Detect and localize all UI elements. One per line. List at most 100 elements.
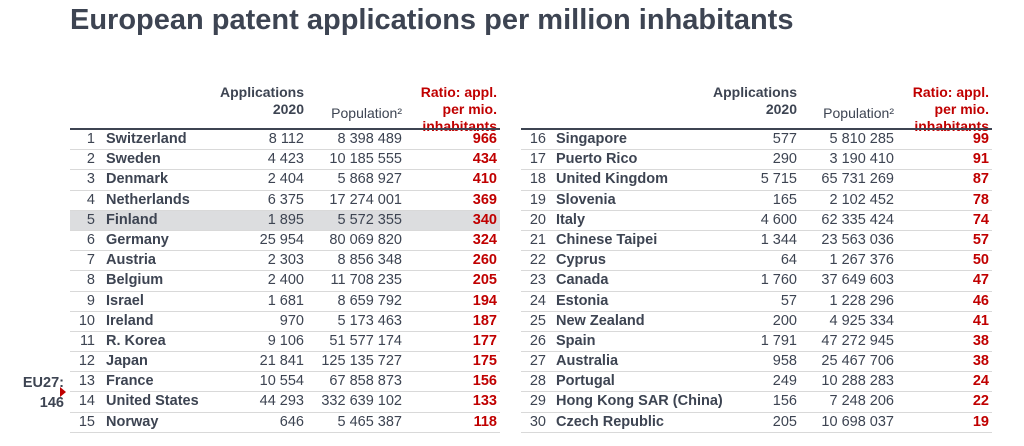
applications-cell: 165 <box>772 191 797 208</box>
country-cell: Italy <box>556 211 586 228</box>
table-row: 14 United States 44 293 332 639 102 133 <box>70 392 500 413</box>
population-cell: 17 274 001 <box>329 191 402 208</box>
applications-cell: 2 303 <box>267 252 304 269</box>
population-cell: 51 577 174 <box>329 332 402 349</box>
population-cell: 5 810 285 <box>829 131 894 147</box>
rank-cell: 18 <box>529 171 546 188</box>
table-row: 4 Netherlands 6 375 17 274 001 369 <box>70 191 500 211</box>
table-left: Applications 2020 Population² Ratio: app… <box>70 84 500 434</box>
table-row: 3 Denmark 2 404 5 868 927 410 <box>70 170 500 191</box>
header-applications-label: Applications <box>712 84 797 100</box>
table-row: 12 Japan 21 841 125 135 727 175 <box>70 352 500 373</box>
rank-cell: 7 <box>86 252 95 269</box>
population-cell: 332 639 102 <box>321 393 402 410</box>
table-right: Applications 2020 Population² Ratio: app… <box>521 84 992 434</box>
rank-cell: 8 <box>86 272 95 289</box>
header-ratio-line2: per mio. <box>442 101 497 117</box>
table-row: 9 Israel 1 681 8 659 792 194 <box>70 292 500 312</box>
applications-cell: 1 791 <box>760 332 797 349</box>
header-ratio-line1: Ratio: appl. <box>912 84 989 100</box>
population-cell: 5 572 355 <box>337 211 402 228</box>
applications-cell: 21 841 <box>259 353 304 370</box>
applications-cell: 200 <box>772 312 797 329</box>
ratio-cell: 205 <box>472 272 497 289</box>
table-row: 11 R. Korea 9 106 51 577 174 177 <box>70 332 500 353</box>
country-cell: Germany <box>106 231 169 248</box>
ratio-cell: 966 <box>472 131 497 147</box>
population-cell: 125 135 727 <box>321 353 402 370</box>
population-cell: 10 185 555 <box>329 151 402 168</box>
population-cell: 25 467 706 <box>821 353 894 370</box>
rank-cell: 27 <box>529 353 546 370</box>
ratio-cell: 74 <box>972 211 989 228</box>
rank-cell: 9 <box>86 292 95 309</box>
applications-cell: 958 <box>772 353 797 370</box>
ratio-cell: 340 <box>472 211 497 228</box>
country-cell: Belgium <box>106 272 164 289</box>
population-cell: 37 649 603 <box>821 272 894 289</box>
table-row: 6 Germany 25 954 80 069 820 324 <box>70 231 500 252</box>
country-cell: Netherlands <box>106 191 190 208</box>
ratio-cell: 133 <box>472 393 497 410</box>
country-cell: New Zealand <box>556 312 645 329</box>
population-cell: 5 465 387 <box>337 413 402 430</box>
population-cell: 5 173 463 <box>337 312 402 329</box>
population-cell: 47 272 945 <box>821 332 894 349</box>
country-cell: Cyprus <box>556 252 606 269</box>
country-cell: Switzerland <box>106 131 187 147</box>
ratio-cell: 434 <box>472 151 497 168</box>
rank-cell: 15 <box>78 413 95 430</box>
ratio-cell: 22 <box>972 393 989 410</box>
country-cell: R. Korea <box>106 332 166 349</box>
country-cell: Portugal <box>556 373 615 390</box>
table-row: 1 Switzerland 8 112 8 398 489 966 <box>70 130 500 151</box>
rank-cell: 25 <box>529 312 546 329</box>
marker-triangle-icon <box>60 387 66 397</box>
country-cell: Puerto Rico <box>556 151 638 168</box>
country-cell: Spain <box>556 332 596 349</box>
rank-cell: 16 <box>529 131 546 147</box>
table-row: 29 Hong Kong SAR (China) 156 7 248 206 22 <box>521 392 992 413</box>
ratio-cell: 324 <box>472 231 497 248</box>
applications-cell: 577 <box>772 131 797 147</box>
rank-cell: 21 <box>529 231 546 248</box>
applications-cell: 64 <box>780 252 797 269</box>
ratio-cell: 410 <box>472 171 497 188</box>
applications-cell: 1 760 <box>760 272 797 289</box>
population-cell: 10 288 283 <box>821 373 894 390</box>
rank-cell: 6 <box>86 231 95 248</box>
table-row: 16 Singapore 577 5 810 285 99 <box>521 130 992 151</box>
rank-cell: 29 <box>529 393 546 410</box>
table-row: 23 Canada 1 760 37 649 603 47 <box>521 271 992 292</box>
ratio-cell: 24 <box>972 373 989 390</box>
applications-cell: 1 895 <box>267 211 304 228</box>
ratio-cell: 38 <box>972 353 989 370</box>
eu27-label: EU27: <box>22 375 64 391</box>
applications-cell: 25 954 <box>259 231 304 248</box>
rank-cell: 3 <box>86 171 95 188</box>
ratio-cell: 91 <box>972 151 989 168</box>
country-cell: Chinese Taipei <box>556 231 658 248</box>
eu27-value: 146 <box>39 395 64 411</box>
applications-cell: 1 344 <box>760 231 797 248</box>
rank-cell: 24 <box>529 292 546 309</box>
ratio-cell: 19 <box>972 413 989 430</box>
country-cell: Denmark <box>106 171 169 188</box>
rank-cell: 28 <box>529 373 546 390</box>
header-population: Population² <box>823 105 894 121</box>
rank-cell: 26 <box>529 332 546 349</box>
ratio-cell: 78 <box>972 191 989 208</box>
rank-cell: 22 <box>529 252 546 269</box>
header-population: Population² <box>331 105 402 121</box>
country-cell: Czech Republic <box>556 413 664 430</box>
applications-cell: 57 <box>780 292 797 309</box>
country-cell: Ireland <box>106 312 154 329</box>
table-row: 17 Puerto Rico 290 3 190 410 91 <box>521 150 992 171</box>
table-row: 30 Czech Republic 205 10 698 037 19 <box>521 413 992 433</box>
applications-cell: 4 600 <box>760 211 797 228</box>
header-applications: Applications 2020 <box>220 84 304 118</box>
table-row: 26 Spain 1 791 47 272 945 38 <box>521 332 992 353</box>
header-year-label: 2020 <box>765 101 797 117</box>
ratio-cell: 46 <box>972 292 989 309</box>
ratio-cell: 260 <box>472 252 497 269</box>
